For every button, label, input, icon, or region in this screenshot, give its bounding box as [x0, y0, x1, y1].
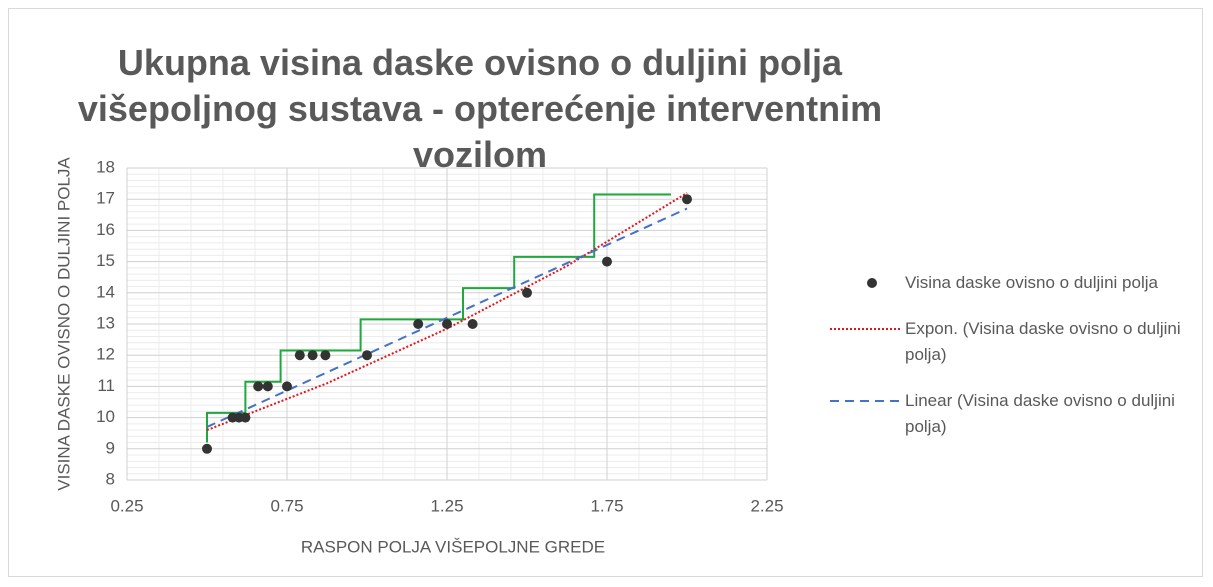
y-tick-label: 12 [96, 345, 115, 364]
legend-item: Visina daske ovisno o duljini polja [830, 270, 1200, 296]
y-tick-label: 15 [96, 251, 115, 270]
x-tick-label: 0.75 [270, 496, 303, 515]
data-point [307, 350, 318, 361]
y-axis-label: VISINA DASKE OVISNO O DULJINI POLJA [54, 157, 73, 491]
data-point [240, 412, 251, 423]
x-tick-label: 0.25 [110, 496, 143, 515]
legend-item: Linear (Visina daske ovisno o duljini po… [830, 388, 1200, 440]
data-point [682, 194, 692, 205]
legend-label: Linear (Visina daske ovisno o duljini po… [905, 391, 1175, 436]
y-tick-label: 9 [106, 438, 115, 457]
y-tick-label: 16 [96, 220, 115, 239]
series-line [206, 193, 671, 443]
legend-symbol [867, 278, 877, 288]
data-point [282, 381, 292, 392]
y-tick-label: 17 [96, 189, 115, 208]
data-point [522, 287, 532, 298]
data-point [253, 381, 264, 392]
data-point [602, 256, 612, 267]
data-point [262, 381, 273, 392]
y-tick-label: 13 [96, 313, 115, 332]
legend-marker [830, 400, 900, 402]
series-line [206, 207, 688, 428]
legend-marker [867, 278, 877, 288]
legend-label: Visina daske ovisno o duljini polja [905, 273, 1158, 292]
x-axis-label: RASPON POLJA VIŠEPOLJNE GREDE [301, 537, 605, 556]
y-tick-label: 10 [96, 407, 115, 426]
data-point [413, 319, 424, 329]
data-point [442, 319, 452, 329]
x-tick-label: 1.75 [590, 496, 623, 515]
legend-marker [830, 328, 900, 330]
y-tick-label: 18 [96, 157, 115, 176]
x-tick-label: 1.25 [430, 496, 463, 515]
data-point [294, 350, 305, 361]
y-tick-label: 8 [106, 469, 115, 488]
data-point [202, 443, 212, 454]
chart-border [8, 8, 1203, 577]
legend-label: Expon. (Visina daske ovisno o duljini po… [905, 319, 1181, 364]
y-tick-label: 11 [97, 376, 115, 395]
data-point [467, 319, 478, 329]
legend-item: Expon. (Visina daske ovisno o duljini po… [830, 316, 1200, 368]
legend: Visina daske ovisno o duljini polja Expon… [830, 270, 1200, 460]
x-tick-label: 2.25 [750, 496, 783, 515]
data-point [362, 350, 372, 361]
data-point [320, 350, 331, 361]
y-tick-label: 14 [96, 282, 115, 301]
